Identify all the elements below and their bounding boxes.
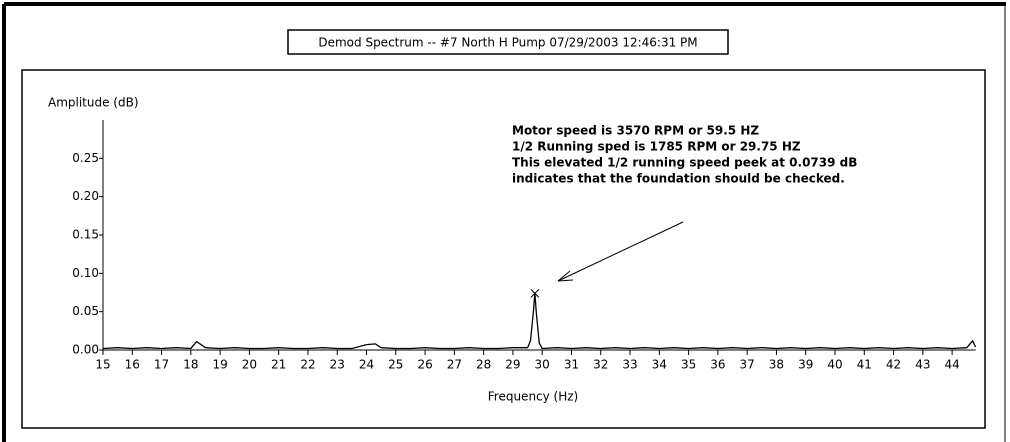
x-tick-label: 40 — [827, 358, 842, 372]
y-axis-label: Amplitude (dB) — [48, 96, 139, 110]
x-tick-label: 39 — [798, 358, 813, 372]
annotation: indicates that the foundation should be … — [512, 172, 845, 186]
y-tick-label: 0.05 — [72, 304, 99, 318]
y-tick-label: 0.00 — [72, 343, 99, 357]
y-tick-label: 0.20 — [72, 189, 99, 203]
x-tick-label: 21 — [271, 358, 286, 372]
x-tick-label: 29 — [505, 358, 520, 372]
x-tick-label: 28 — [476, 358, 491, 372]
y-tick-label: 0.10 — [72, 266, 99, 280]
x-tick-label: 15 — [95, 358, 110, 372]
title-box — [287, 29, 729, 55]
y-tick-label: 0.15 — [72, 228, 99, 242]
chart-title: Demod Spectrum -- #7 North H Pump 07/29/… — [318, 36, 697, 50]
x-tick-label: 42 — [886, 358, 901, 372]
x-tick-label: 19 — [212, 358, 227, 372]
x-tick-label: 37 — [740, 358, 755, 372]
x-tick-label: 26 — [417, 358, 432, 372]
x-tick-label: 34 — [652, 358, 667, 372]
x-tick-label: 31 — [564, 358, 579, 372]
x-tick-label: 43 — [915, 358, 930, 372]
x-tick-label: 22 — [300, 358, 315, 372]
x-tick-label: 32 — [593, 358, 608, 372]
x-tick-label: 33 — [622, 358, 637, 372]
x-tick-label: 38 — [769, 358, 784, 372]
x-tick-label: 27 — [447, 358, 462, 372]
annotation: Motor speed is 3570 RPM or 59.5 HZ — [512, 124, 759, 138]
x-tick-label: 24 — [359, 358, 374, 372]
annotation-arrow — [557, 221, 684, 282]
x-tick-label: 35 — [681, 358, 696, 372]
x-tick-label: 30 — [535, 358, 550, 372]
y-tick-label: 0.25 — [72, 151, 99, 165]
x-tick-label: 41 — [857, 358, 872, 372]
peak-marker — [530, 288, 540, 298]
x-tick-label: 20 — [242, 358, 257, 372]
x-tick-label: 36 — [710, 358, 725, 372]
x-tick-label: 17 — [154, 358, 169, 372]
x-axis-label: Frequency (Hz) — [488, 390, 579, 404]
x-tick-label: 44 — [944, 358, 959, 372]
annotation: 1/2 Running sped is 1785 RPM or 29.75 HZ — [512, 140, 801, 154]
arrow-head — [557, 270, 574, 282]
x-tick-label: 18 — [183, 358, 198, 372]
x-tick-label: 25 — [388, 358, 403, 372]
x-tick-label: 23 — [330, 358, 345, 372]
annotation: This elevated 1/2 running speed peek at … — [512, 156, 857, 170]
plot-panel — [21, 69, 986, 429]
x-tick-label: 16 — [125, 358, 140, 372]
